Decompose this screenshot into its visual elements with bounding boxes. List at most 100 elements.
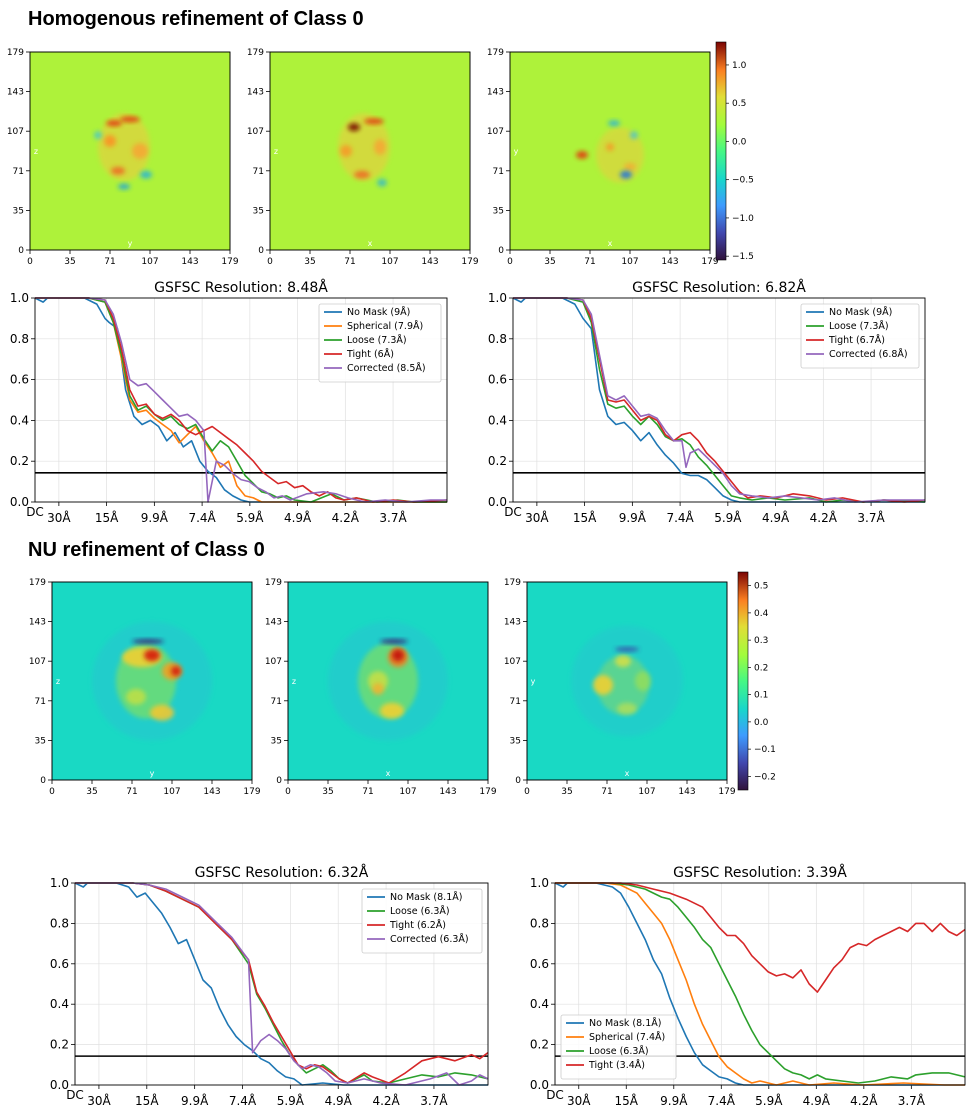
density-blob — [615, 646, 639, 652]
x-tick-label: 4.2Å — [810, 510, 838, 525]
colorbar-gradient — [737, 571, 749, 791]
x-tick-label: 143 — [203, 787, 220, 797]
y-tick-label: 0.6 — [10, 373, 29, 387]
y-tick-label: 107 — [265, 657, 282, 667]
fsc-chart-nu-2: GSFSC Resolution: 3.39Å 0.0 0.2 0.4 0.6 0.8 1.… — [520, 855, 970, 1114]
density-blob — [380, 639, 408, 644]
x-tick-label: 30Å — [87, 1093, 111, 1108]
axis-letter-vertical: z — [274, 147, 278, 156]
y-tick-label: 35 — [493, 206, 504, 216]
y-tick-label: 0 — [18, 246, 24, 256]
series-line — [555, 882, 966, 993]
y-tick-label: 0.6 — [50, 957, 69, 971]
x-tick-label: 107 — [399, 787, 416, 797]
slice-map-frame — [509, 51, 711, 251]
x-tick-label: 71 — [601, 787, 612, 797]
x-tick-label: 3.7Å — [857, 510, 885, 525]
y-tick-label: 0.0 — [530, 1078, 549, 1092]
chart-title: GSFSC Resolution: 3.39Å — [673, 864, 847, 881]
density-blob — [392, 649, 404, 662]
x-tick-label: 0 — [507, 257, 513, 267]
x-tick-label: 143 — [181, 257, 198, 267]
nu-slice-xy: 0 0 35 35 71 71 107 107 143 143 179 179 x y — [497, 572, 737, 802]
density-blob — [106, 120, 122, 127]
density-blob — [606, 143, 614, 151]
axis-letter-vertical: y — [514, 147, 519, 156]
x-tick-label: 4.9Å — [284, 510, 312, 525]
legend-entry: Loose (6.3Å) — [589, 1045, 649, 1057]
density-blob — [132, 143, 148, 159]
y-tick-label: 0.2 — [50, 1038, 69, 1052]
density-blob — [380, 702, 404, 719]
x-tick-label: 107 — [141, 257, 158, 267]
y-tick-label: 0.0 — [10, 495, 29, 509]
axis-letter-vertical: z — [56, 677, 60, 686]
legend-entry: No Mask (8.1Å) — [589, 1017, 661, 1029]
density-blob — [593, 675, 613, 695]
y-tick-label: 0.4 — [530, 997, 549, 1011]
series-line — [74, 882, 488, 1086]
section-title-homogenous: Homogenous refinement of Class 0 — [28, 8, 364, 30]
y-tick-label: 35 — [13, 206, 24, 216]
series-line — [513, 297, 925, 503]
x-tick-label: 143 — [421, 257, 438, 267]
density-blob — [348, 123, 360, 132]
plot-frame — [74, 882, 489, 1086]
x-tick-label: 107 — [163, 787, 180, 797]
x-tick-label: 71 — [362, 787, 373, 797]
x-tick-label: 7.4Å — [229, 1093, 257, 1108]
homogenous-slice-xz: 0 0 35 35 71 71 107 107 143 143 179 179 x z — [240, 42, 480, 272]
y-tick-label: 1.0 — [10, 291, 29, 305]
y-tick-label: 71 — [493, 167, 504, 177]
y-tick-label: 0.6 — [488, 373, 507, 387]
y-tick-label: 0 — [276, 776, 282, 786]
homogenous-slice-yz: 0 0 35 35 71 71 107 107 143 143 179 179 y z — [0, 42, 240, 272]
y-tick-label: 35 — [35, 736, 46, 746]
x-tick-label: 107 — [638, 787, 655, 797]
axis-letter-horizontal: y — [128, 239, 133, 248]
y-tick-label: 1.0 — [488, 291, 507, 305]
axis-letter-horizontal: x — [608, 239, 613, 248]
density-blob — [597, 655, 649, 715]
series-line — [75, 882, 489, 1086]
series-line — [35, 297, 447, 503]
legend-entry: Tight (3.4Å) — [588, 1059, 645, 1071]
x-tick-label: 179 — [701, 257, 718, 267]
y-tick-label: 0.0 — [488, 495, 507, 509]
y-tick-label: 71 — [271, 697, 282, 707]
chart-title: GSFSC Resolution: 6.82Å — [632, 279, 806, 296]
x-tick-label: 179 — [221, 257, 238, 267]
x-tick-label: 143 — [439, 787, 456, 797]
series-line — [554, 882, 965, 1086]
colorbar-tick-label: −0.2 — [754, 772, 776, 782]
density-blob — [630, 131, 638, 140]
slice-map-frame — [287, 581, 489, 781]
colorbar-tick-label: 0.2 — [754, 663, 768, 673]
y-tick-label: 0.0 — [50, 1078, 69, 1092]
y-tick-label: 35 — [253, 206, 264, 216]
x-tick-label: 9.9Å — [181, 1093, 209, 1108]
density-blob — [118, 183, 130, 190]
y-tick-label: 0.8 — [488, 332, 507, 346]
x-tick-label: 179 — [461, 257, 478, 267]
x-tick-label: 3.7Å — [420, 1093, 448, 1108]
legend-box — [361, 888, 483, 954]
axis-letter-horizontal: y — [150, 769, 155, 778]
x-tick-label: 3.7Å — [898, 1093, 926, 1108]
chart-title: GSFSC Resolution: 8.48Å — [154, 279, 328, 296]
legend: No Mask (8.1Å) Spherical (7.4Å) Loose (6.3… — [560, 1014, 677, 1080]
x-tick-label: 35 — [322, 787, 333, 797]
legend-entry: Tight (6Å) — [346, 348, 394, 360]
axis-letter-horizontal: x — [386, 769, 391, 778]
legend: No Mask (9Å) Loose (7.3Å) Tight (6.7Å) Corr… — [800, 303, 920, 369]
x-tick-label: 71 — [584, 257, 595, 267]
x-tick-label: 35 — [64, 257, 75, 267]
density-blob — [144, 649, 160, 662]
axis-letter-horizontal: x — [368, 239, 373, 248]
density-blob — [140, 170, 152, 179]
y-tick-label: 143 — [7, 88, 24, 98]
y-tick-label: 107 — [487, 127, 504, 137]
y-tick-label: 71 — [253, 167, 264, 177]
series-line — [555, 882, 966, 1084]
fsc-chart-homogenous-1: GSFSC Resolution: 8.48Å 0.0 0.2 0.4 0.6 0.8 1.… — [0, 272, 480, 532]
